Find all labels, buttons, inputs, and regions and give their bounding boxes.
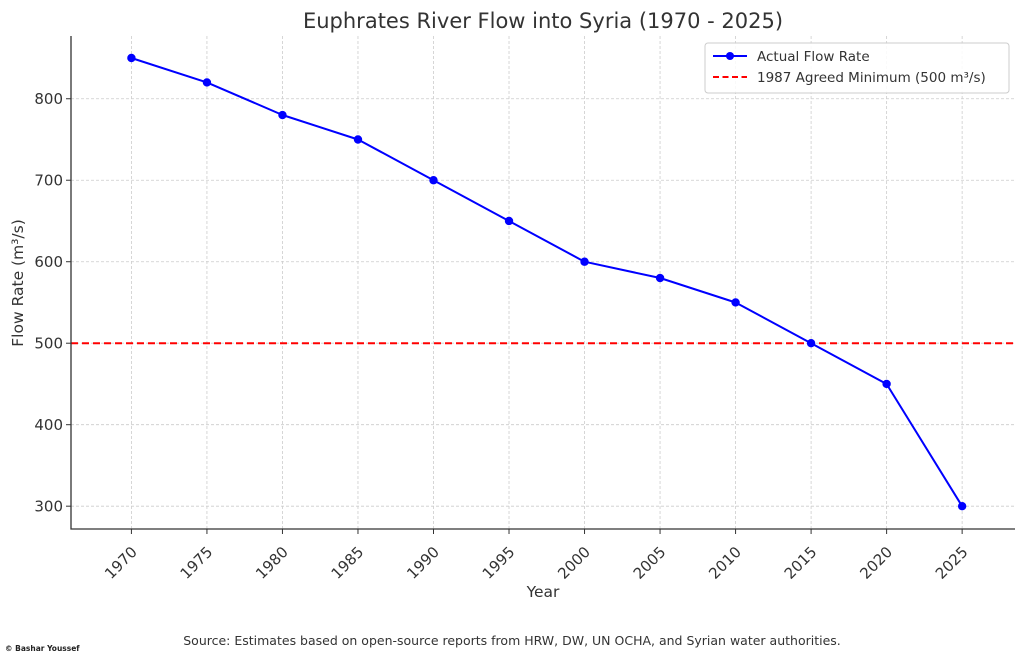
y-tick-label: 800 <box>34 90 63 108</box>
flow-rate-point <box>580 257 589 266</box>
x-tick-label: 1995 <box>479 543 519 583</box>
grid <box>71 36 1015 529</box>
flow-rate-point <box>278 110 287 120</box>
legend-marker-swatch <box>726 52 734 60</box>
y-tick-label: 300 <box>34 498 63 516</box>
y-axis-ticks: 300 400 500 600 700 800 <box>34 90 71 516</box>
copyright-credit: © Bashar Youssef <box>5 644 80 653</box>
x-tick-label: 1975 <box>177 543 217 583</box>
flow-rate-point <box>202 78 212 87</box>
flow-rate-line <box>131 57 963 507</box>
axes <box>70 36 1015 530</box>
x-tick-label: 1985 <box>328 543 368 583</box>
x-tick-label: 1990 <box>403 543 443 583</box>
legend-item-actual-flow: Actual Flow Rate <box>713 49 870 65</box>
flow-rate-point <box>504 216 514 226</box>
x-tick-label: 2015 <box>781 543 821 583</box>
x-tick-label: 1980 <box>252 543 292 583</box>
x-tick-label: 2010 <box>705 543 745 583</box>
x-tick-label: 2000 <box>554 543 594 583</box>
flow-rate-point <box>957 501 967 511</box>
source-note: Source: Estimates based on open-source r… <box>0 633 1024 648</box>
x-axis-ticks: 1970 1975 1980 1985 1990 1995 2000 2005 2010 2015… <box>101 529 972 583</box>
axis-spines <box>70 36 1015 530</box>
flow-rate-point <box>806 339 816 348</box>
legend-frame <box>704 42 1010 94</box>
flow-rate-point <box>731 298 740 307</box>
series <box>127 53 967 511</box>
legend-label: Actual Flow Rate <box>757 49 870 65</box>
legend-label: 1987 Agreed Minimum (500 m³/s) <box>757 70 986 86</box>
y-tick-label: 600 <box>34 253 63 271</box>
flow-rate-point <box>353 135 363 144</box>
x-tick-label: 2025 <box>932 543 972 583</box>
x-tick-label: 2020 <box>856 543 896 583</box>
x-axis-label: Year <box>526 583 560 601</box>
y-tick-label: 700 <box>34 172 63 190</box>
flow-rate-point <box>127 53 136 63</box>
chart-title: Euphrates River Flow into Syria (1970 - … <box>303 9 783 33</box>
legend-item-agreed-minimum: 1987 Agreed Minimum (500 m³/s) <box>713 70 986 86</box>
flow-rate-point <box>655 273 665 283</box>
y-tick-label: 400 <box>34 416 63 434</box>
x-tick-label: 2005 <box>630 543 670 583</box>
y-axis-label: Flow Rate (m³/s) <box>9 219 27 346</box>
flow-rate-point <box>429 176 438 185</box>
y-tick-label: 500 <box>34 335 63 353</box>
source-text: Source: Estimates based on open-source r… <box>183 633 841 648</box>
flow-rate-point <box>882 379 891 389</box>
x-tick-label: 1970 <box>101 543 141 583</box>
legend: Actual Flow Rate 1987 Agreed Minimum (50… <box>704 42 1010 94</box>
